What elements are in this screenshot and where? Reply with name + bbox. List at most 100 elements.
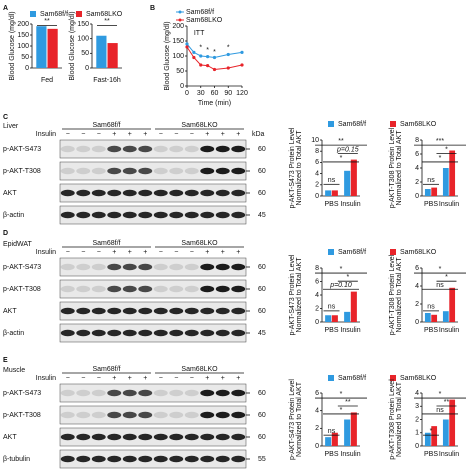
row-label: p-AKT-T308 <box>3 168 41 175</box>
band <box>215 145 230 153</box>
band <box>231 389 246 397</box>
band <box>107 433 122 441</box>
band <box>91 433 106 441</box>
band <box>76 433 91 441</box>
band <box>60 285 75 293</box>
annotation: p=0.10 <box>329 282 352 289</box>
band <box>91 167 106 175</box>
y-tick-label: 150 <box>17 32 29 39</box>
treatment-sign: − <box>66 375 70 382</box>
y-axis-label: Blood Glucose (mg/dl) <box>69 11 76 80</box>
treatment-sign: + <box>112 249 116 256</box>
band <box>60 307 75 315</box>
band <box>122 167 137 175</box>
bar <box>344 419 351 446</box>
treatment-sign: + <box>221 375 225 382</box>
x-tick-label: Insulin <box>340 201 360 208</box>
band <box>231 307 246 315</box>
y-axis-label: Blood Glucose (mg/dl) <box>164 21 171 90</box>
band <box>138 433 153 441</box>
band <box>231 211 246 219</box>
y-axis-label: p-AKT-T308 Protein Level <box>389 379 396 460</box>
band <box>169 329 184 337</box>
treatment-sign: − <box>81 131 85 138</box>
band <box>107 411 122 419</box>
band <box>200 389 215 397</box>
treatment-sign: − <box>97 375 101 382</box>
y-tick-label: 8 <box>315 148 319 155</box>
y-axis-label: p-AKT-S473 Protein Level <box>289 127 296 208</box>
bar <box>344 170 351 196</box>
point <box>206 64 210 68</box>
band <box>231 285 246 293</box>
treatment-sign: + <box>221 131 225 138</box>
x-tick-label: Insulin <box>439 201 459 208</box>
band <box>231 167 246 175</box>
point <box>226 66 230 70</box>
y-tick-label: 0 <box>415 443 419 450</box>
legend-swatch <box>178 10 182 14</box>
group-label: Sam68f/f <box>92 122 120 129</box>
point <box>240 50 244 55</box>
band <box>200 285 215 293</box>
band <box>122 433 137 441</box>
band <box>153 211 168 219</box>
group-label: Sam68LKO <box>181 240 218 247</box>
annotation: ns <box>328 428 336 435</box>
band <box>138 389 153 397</box>
y-tick-label: 200 <box>17 21 29 28</box>
treatment-sign: + <box>128 131 132 138</box>
treatment-sign: − <box>159 249 163 256</box>
legend-label: Sam68LKO <box>86 11 123 18</box>
legend-label: Sam68f/f <box>338 249 366 256</box>
band <box>60 263 75 271</box>
x-tick-label: PBS <box>424 451 438 458</box>
tissue-label: EpidWAT <box>3 241 33 248</box>
y-axis-label: p-AKT-S473 Protein Level <box>289 254 296 335</box>
row-label: AKT <box>3 190 17 197</box>
bar <box>431 314 438 322</box>
band <box>184 211 199 219</box>
y-tick-label: 6 <box>315 278 319 285</box>
y-tick-label: 4 <box>415 283 419 290</box>
band <box>153 263 168 271</box>
band <box>153 455 168 463</box>
band <box>169 433 184 441</box>
band <box>169 211 184 219</box>
y-tick-label: 2 <box>315 305 319 312</box>
band <box>91 285 106 293</box>
annotation: ** <box>44 18 50 25</box>
bar <box>350 291 357 322</box>
bar <box>325 190 332 196</box>
treatment-sign: − <box>66 249 70 256</box>
legend-label: Sam68f/f <box>186 9 214 16</box>
y-tick-label: 200 <box>172 23 184 30</box>
band <box>91 307 106 315</box>
treatment-sign: + <box>221 249 225 256</box>
y-tick-label: 150 <box>172 38 184 45</box>
y-tick-label: 6 <box>315 390 319 397</box>
treatment-sign: − <box>159 375 163 382</box>
x-tick-label: Insulin <box>439 327 459 334</box>
band <box>76 189 91 197</box>
band <box>169 189 184 197</box>
x-tick-label: Insulin <box>340 327 360 334</box>
annotation: * <box>439 266 442 273</box>
band <box>169 263 184 271</box>
annotation: p=0.15 <box>336 146 359 153</box>
x-tick-label: 60 <box>211 90 219 97</box>
band <box>215 307 230 315</box>
y-axis-label: Normalized to Total AKT <box>296 381 303 457</box>
annotation: * <box>439 391 442 398</box>
row-label: p-AKT-T308 <box>3 286 41 293</box>
treatment-sign: − <box>81 375 85 382</box>
annotation: * <box>340 155 343 162</box>
bar <box>431 187 438 196</box>
y-tick-label: 8 <box>315 265 319 272</box>
treatment-sign: − <box>190 249 194 256</box>
band <box>76 285 91 293</box>
band <box>215 189 230 197</box>
y-axis-label: Normalized to Total AKT <box>296 130 303 206</box>
y-axis-label: Normalized to Total AKT <box>396 257 403 333</box>
